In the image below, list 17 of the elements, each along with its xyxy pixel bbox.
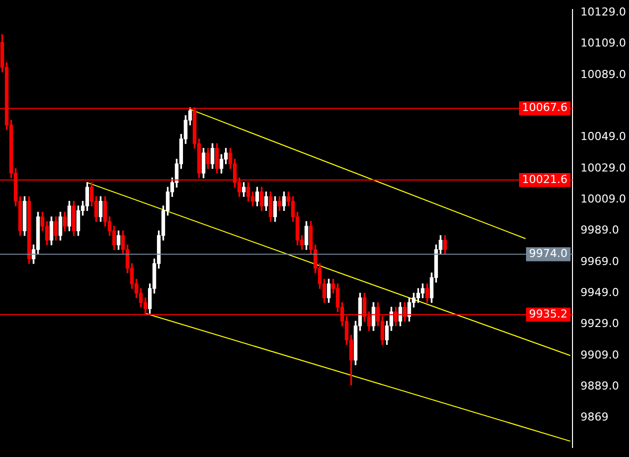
y-tick-label: 10049.0	[580, 130, 626, 144]
y-tick-label: 9909.0	[580, 348, 620, 362]
y-tick-label: 9969.0	[580, 254, 620, 268]
y-tick-label: 10129.0	[580, 6, 626, 19]
ref-line-label: 10021.6	[522, 172, 568, 186]
ref-line-label: 9974.0	[529, 247, 568, 260]
y-tick-label: 9949.0	[580, 286, 620, 300]
y-tick-label: 9869	[580, 410, 609, 424]
y-tick-label: 10109.0	[580, 36, 626, 50]
ref-line-label: 10067.6	[522, 101, 568, 114]
y-tick-label: 10009.0	[580, 192, 626, 206]
y-tick-label: 9889.0	[580, 379, 620, 392]
ref-line-label: 9935.2	[529, 308, 568, 321]
y-tick-label: 10089.0	[580, 68, 626, 81]
y-tick-label: 9929.0	[580, 317, 620, 330]
y-tick-label: 9989.0	[580, 224, 620, 237]
y-tick-label: 10029.0	[580, 161, 626, 174]
